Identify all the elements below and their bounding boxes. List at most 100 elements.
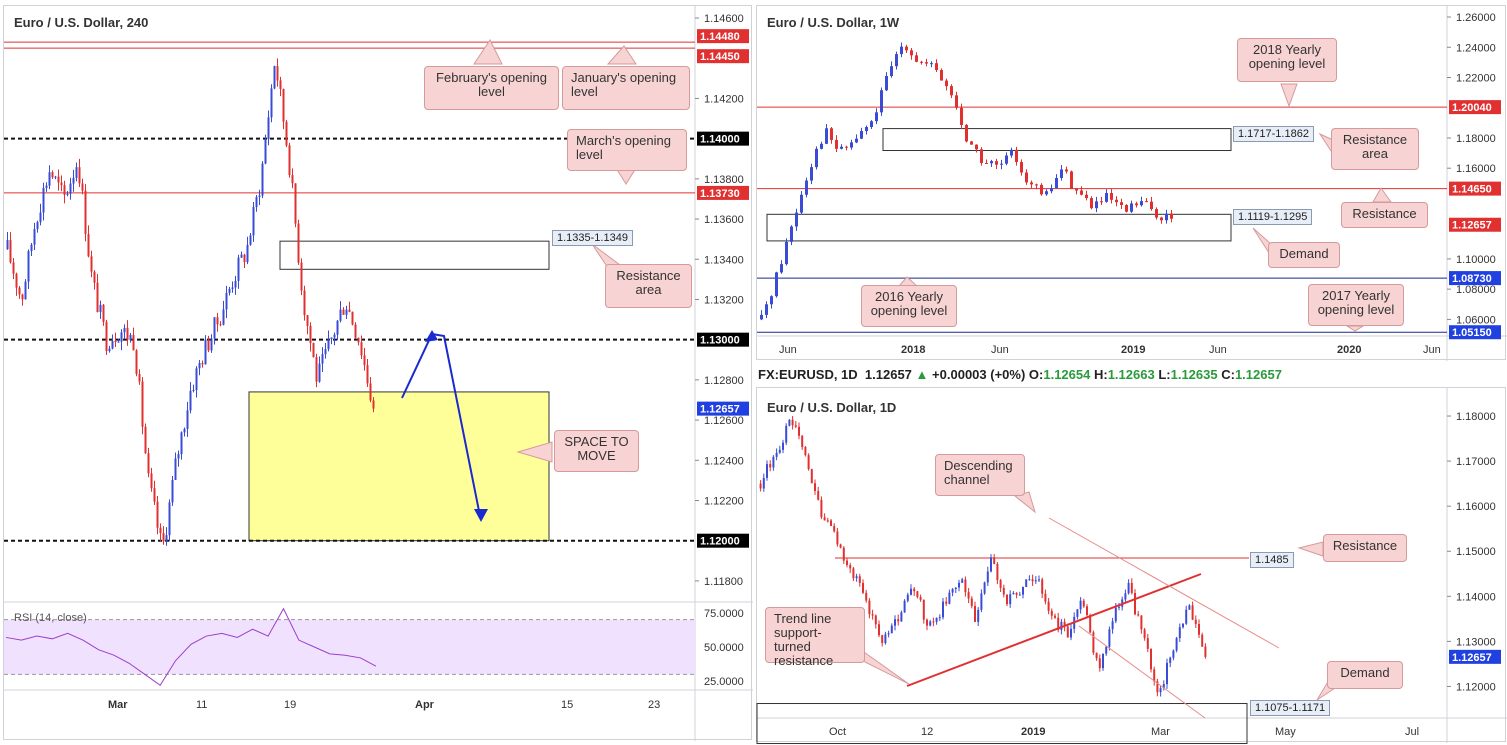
candle-body — [366, 365, 369, 384]
candle-body — [1111, 621, 1114, 630]
time-tick-label: Oct — [829, 726, 846, 738]
price-tag: 1.12657 — [700, 404, 740, 416]
candle-body — [246, 244, 249, 263]
chart-panel-daily[interactable]: Euro / U.S. Dollar, 1D 1.18000 1.17000 1.1… — [756, 387, 1507, 745]
candle-body — [129, 334, 132, 340]
candle-body — [273, 66, 276, 89]
candle-body — [1175, 638, 1178, 651]
candle-body — [871, 614, 874, 616]
candle-body — [57, 176, 60, 183]
callout-pointer — [1297, 541, 1324, 557]
candle-body — [1182, 623, 1184, 628]
time-tick-label: Mar — [1151, 726, 1170, 738]
candle-body — [1130, 203, 1133, 212]
candle-body — [948, 592, 951, 604]
price-tick-label: 1.08000 — [1456, 284, 1496, 296]
candle-body — [12, 262, 15, 274]
candle-body — [1070, 628, 1072, 638]
price-tag: 1.08730 — [1452, 273, 1492, 285]
candle-body — [1060, 169, 1063, 178]
candle-body — [1170, 213, 1173, 219]
channel-lower-line — [1078, 625, 1206, 719]
candle-body — [775, 272, 778, 297]
candle-body — [360, 342, 363, 356]
price-chart-4h[interactable]: 1.14600 1.14200 1.13800 1.13600 1.13400 1.132… — [4, 6, 753, 741]
candle-body — [794, 425, 797, 427]
candle-body — [1172, 650, 1175, 658]
candle-body — [1204, 646, 1207, 657]
panel-title: Euro / U.S. Dollar, 1W — [767, 15, 900, 30]
candle-body — [1105, 193, 1108, 202]
candle-body — [177, 454, 180, 459]
price-chart-weekly[interactable]: 1.26000 1.24000 1.22000 1.18000 1.16000 1.100… — [757, 6, 1507, 361]
candle-body — [954, 587, 957, 589]
candle-body — [162, 532, 165, 542]
price-tag-bg — [697, 131, 749, 146]
candle-body — [1114, 607, 1117, 622]
callout-mar-opening: March's opening level — [567, 129, 687, 171]
candle-body — [1050, 188, 1053, 192]
candle-body — [820, 143, 823, 149]
candle-body — [780, 264, 783, 273]
callout-demand: Demand — [1327, 661, 1403, 689]
price-tick-label: 1.13600 — [704, 214, 744, 226]
time-tick-label: 11 — [196, 699, 207, 711]
space-to-move-zone — [248, 391, 550, 542]
candle-body — [309, 325, 312, 344]
candle-body — [985, 162, 988, 164]
chart-panel-weekly[interactable]: Euro / U.S. Dollar, 1W 1.26000 1.24000 1.2… — [756, 5, 1507, 361]
callout-resistance-area: Resistance area — [1331, 128, 1419, 170]
candle-body — [967, 592, 970, 599]
candle-body — [1079, 600, 1082, 610]
candle-body — [1124, 593, 1127, 600]
candle-body — [1028, 579, 1031, 581]
demand-box — [766, 213, 1232, 242]
candle-body — [141, 381, 144, 427]
candle-body — [980, 149, 983, 163]
time-tick-label: 2019 — [1021, 726, 1045, 738]
candle-body — [1086, 606, 1088, 616]
candle-body — [860, 131, 863, 139]
candle-body — [1030, 182, 1033, 185]
candle-body — [770, 296, 773, 305]
price-tick-label: 1.15000 — [1456, 546, 1496, 558]
candle-body — [342, 309, 345, 315]
rsi-label: RSI (14, close) — [14, 612, 87, 624]
candle-body — [970, 598, 973, 606]
candle-body — [905, 46, 908, 51]
candle-body — [72, 177, 75, 184]
candle-body — [790, 226, 793, 242]
candle-body — [975, 144, 978, 150]
candle-body — [990, 161, 993, 164]
chart-panel-4h[interactable]: Euro / U.S. Dollar, 240 1.14600 1.14200 1.… — [3, 5, 753, 741]
price-tag-bg — [1449, 271, 1501, 286]
candle-body — [339, 309, 342, 321]
panel-title: Euro / U.S. Dollar, 240 — [14, 15, 149, 30]
candle-body — [363, 355, 366, 366]
candle-body — [1118, 606, 1120, 608]
price-chart-daily[interactable]: 1.18000 1.17000 1.16000 1.15000 1.14000 1.130… — [756, 388, 1507, 745]
candle-body — [916, 591, 919, 598]
candle-body — [27, 251, 30, 282]
candle-body — [297, 223, 300, 263]
candle-body — [895, 54, 898, 67]
candle-body — [1098, 658, 1101, 669]
candle-body — [258, 195, 261, 198]
candle-body — [270, 88, 273, 118]
candle-body — [1066, 626, 1069, 638]
callout-descending-channel: Descending channel — [935, 454, 1025, 496]
candle-body — [772, 456, 775, 468]
zone-label-resistance: 1.1717-1.1862 — [1233, 126, 1314, 142]
high-label: H: — [1093, 367, 1108, 382]
resistance-area-box — [279, 240, 550, 270]
candle-body — [1090, 198, 1093, 209]
candle-body — [1188, 605, 1191, 610]
candle-body — [929, 621, 932, 626]
candle-body — [276, 66, 279, 81]
candle-body — [942, 601, 944, 618]
candle-body — [285, 121, 288, 146]
candle-body — [1031, 579, 1034, 582]
candle-body — [874, 615, 877, 625]
candle-body — [858, 576, 861, 583]
candle-body — [1010, 149, 1013, 156]
